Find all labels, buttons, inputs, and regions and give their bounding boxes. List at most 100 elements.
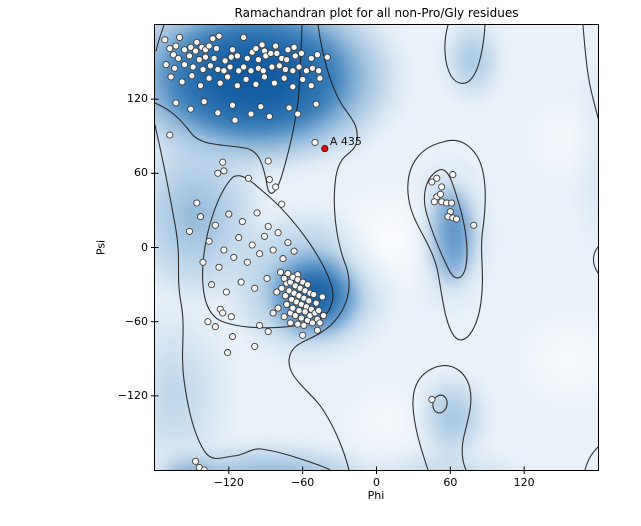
residue-point	[438, 183, 446, 191]
residue-point	[171, 64, 179, 72]
residue-point	[192, 457, 200, 465]
outer-allowed-contour-left-and-bottom	[155, 124, 331, 470]
residue-point	[214, 169, 222, 177]
residue-point	[206, 62, 214, 70]
residue-point	[269, 309, 277, 317]
residue-point	[220, 67, 228, 75]
residue-point	[320, 311, 328, 320]
residue-point	[230, 253, 238, 261]
residue-point	[264, 328, 272, 336]
residue-point	[172, 99, 180, 107]
residue-point	[192, 47, 200, 55]
residue-point	[428, 395, 436, 404]
residue-point	[252, 44, 260, 53]
residue-point	[243, 54, 251, 62]
residue-point	[235, 234, 243, 242]
residue-point	[193, 38, 201, 46]
residue-point	[313, 51, 321, 59]
residue-point	[280, 313, 288, 321]
residue-point	[215, 32, 223, 40]
residue-point	[256, 321, 264, 329]
residue-point	[315, 306, 323, 315]
residue-point	[169, 51, 178, 59]
residue-point	[187, 105, 195, 113]
residue-point	[210, 54, 218, 62]
residue-point	[224, 349, 232, 357]
residue-point	[284, 46, 292, 54]
residue-point	[254, 56, 262, 64]
residue-point	[174, 54, 182, 62]
residue-point	[166, 131, 174, 139]
x-tick-label: −60	[291, 476, 315, 489]
residue-point	[196, 82, 205, 90]
residue-point	[178, 78, 186, 86]
residue-point	[264, 157, 272, 165]
residue-point	[284, 269, 292, 278]
residue-point	[219, 158, 227, 166]
bottom-right-blob-contour	[412, 365, 472, 470]
outer-allowed-contour-right	[288, 25, 358, 470]
y-tick-label: −60	[124, 314, 148, 328]
residue-point	[280, 274, 288, 282]
x-tick-label: 0	[373, 476, 380, 489]
residue-point	[308, 319, 317, 327]
residue-point	[294, 320, 302, 328]
y-tick-label: −120	[117, 388, 148, 402]
residue-point	[278, 200, 286, 208]
residue-point	[205, 237, 213, 245]
residue-point	[220, 167, 228, 175]
residue-point	[260, 232, 269, 240]
residue-point	[310, 290, 318, 299]
residue-point	[316, 319, 324, 327]
residue-point	[273, 49, 281, 57]
residue-point	[323, 53, 331, 61]
residue-point	[295, 306, 303, 315]
residue-point	[274, 229, 282, 237]
residue-point	[289, 304, 297, 312]
density-background	[155, 25, 598, 470]
residue-point	[307, 54, 315, 62]
residue-point	[251, 342, 259, 350]
top-right-teardrop-contour	[444, 25, 486, 84]
residue-point	[188, 72, 196, 80]
residue-point	[252, 80, 260, 88]
residue-point	[257, 103, 265, 111]
residue-point	[312, 100, 320, 108]
residue-point	[290, 247, 298, 255]
residue-point	[219, 309, 227, 317]
residue-point	[222, 288, 230, 296]
residue-point	[256, 250, 264, 258]
residue-point	[300, 321, 308, 329]
residue-point	[187, 43, 195, 51]
y-axis-label: Psi	[94, 239, 108, 256]
residue-point	[272, 42, 280, 50]
residue-point	[211, 221, 219, 229]
residue-point	[291, 311, 299, 320]
residue-point	[167, 73, 175, 81]
residue-point	[240, 63, 248, 71]
residue-point	[297, 314, 305, 322]
residue-point	[231, 116, 239, 124]
residue-point	[263, 274, 271, 282]
residue-point	[312, 299, 320, 307]
residue-point	[242, 75, 250, 83]
residue-point	[430, 198, 438, 206]
residue-point	[280, 74, 288, 82]
residue-point	[276, 268, 285, 276]
low-density-white-patch-1	[290, 145, 490, 335]
residue-point	[305, 297, 313, 305]
residue-point	[193, 199, 201, 207]
residue-point	[209, 35, 217, 43]
residue-point	[272, 183, 280, 191]
residue-point	[211, 323, 219, 331]
residue-point	[281, 292, 289, 300]
residue-point	[269, 246, 277, 254]
bottom-right-corner-contour	[584, 446, 598, 470]
residue-point	[216, 79, 224, 87]
residue-point	[297, 49, 305, 57]
x-tick-label: 60	[443, 476, 458, 489]
residue-point	[470, 221, 478, 229]
residue-annotation-label: A 435	[329, 134, 362, 148]
residue-point	[237, 278, 245, 286]
